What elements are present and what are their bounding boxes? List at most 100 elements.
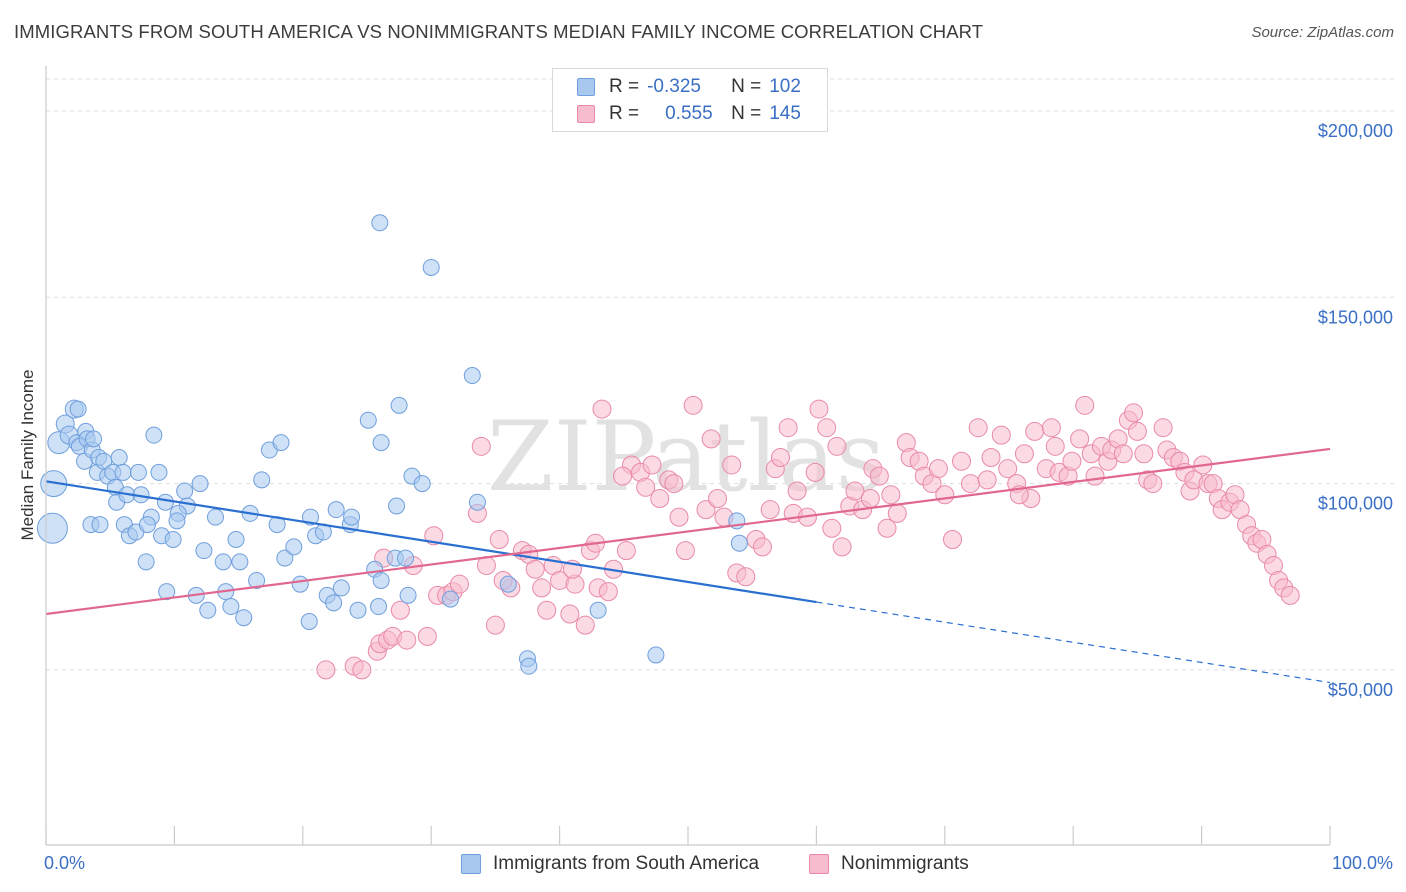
nonimmigrant-point [1085, 466, 1105, 486]
immigrant-point [150, 463, 168, 481]
nonimmigrant-point [770, 448, 790, 467]
immigrant-point [325, 594, 343, 612]
nonimmigrant-point [683, 395, 703, 415]
nonimmigrant-point [1062, 451, 1082, 471]
nonimmigrant-point [752, 537, 772, 557]
nonimmigrant-point [352, 660, 372, 680]
nonimmigrant-point [981, 448, 1001, 467]
legend-row-immigrants: R = -0.325 N = 102 [577, 75, 801, 99]
trend-lines [45, 447, 1331, 684]
bottom-legend-label-nonimmigrants: Nonimmigrants [841, 853, 969, 874]
immigrants-points [36, 214, 748, 675]
nonimmigrants-trend-line [45, 447, 1331, 616]
nonimmigrant-point [669, 507, 689, 527]
nonimmigrant-point [575, 615, 595, 635]
nonimmigrant-point [636, 477, 656, 497]
immigrant-point [195, 542, 213, 560]
nonimmigrant-point [991, 425, 1011, 445]
nonimmigrant-point [592, 399, 612, 419]
nonimmigrant-point [1153, 418, 1173, 438]
immigrant-point [390, 396, 408, 414]
immigrants-trend-line [45, 480, 817, 604]
immigrant-point [253, 471, 271, 489]
nonimmigrant-point [708, 488, 728, 508]
nonimmigrant-point [822, 518, 842, 538]
nonimmigrant-point [616, 541, 636, 561]
immigrant-point [85, 430, 103, 448]
nonimmigrant-point [598, 582, 618, 602]
axes [45, 66, 1331, 846]
immigrant-point [730, 534, 748, 552]
immigrant-point [441, 590, 459, 608]
nonimmigrant-point [1070, 429, 1090, 449]
immigrant-point [499, 575, 517, 593]
immigrant-point [69, 400, 87, 418]
legend-n-value-nonimmigrants: 145 [769, 103, 801, 124]
immigrant-point [129, 463, 147, 481]
immigrant-point [343, 508, 361, 526]
legend-swatch-pink [577, 105, 595, 123]
nonimmigrant-point [701, 429, 721, 449]
chart-title: IMMIGRANTS FROM SOUTH AMERICA VS NONIMMI… [14, 21, 984, 42]
y-tick-label: $100,000 [1318, 494, 1393, 514]
immigrant-point [176, 482, 194, 500]
nonimmigrant-point [525, 559, 545, 579]
legend-row-nonimmigrants: R = 0.555 N = 145 [577, 102, 801, 126]
immigrant-point [413, 475, 431, 493]
immigrant-point [145, 426, 163, 444]
nonimmigrant-point [960, 474, 980, 494]
immigrant-point [371, 214, 389, 232]
immigrant-point [359, 411, 377, 429]
immigrant-point [397, 549, 415, 567]
immigrant-point [399, 586, 417, 604]
nonimmigrant-point [1134, 444, 1154, 464]
nonimmigrant-point [489, 529, 509, 549]
immigrant-point [589, 601, 607, 619]
nonimmigrant-point [397, 630, 417, 650]
immigrant-point [248, 571, 266, 589]
nonimmigrant-point [471, 436, 491, 456]
legend-swatch-blue [577, 78, 595, 96]
nonimmigrant-point [1075, 395, 1095, 415]
nonimmigrant-point [642, 455, 662, 475]
immigrant-point [372, 571, 390, 589]
nonimmigrant-point [390, 600, 410, 620]
immigrant-point [372, 434, 390, 452]
nonimmigrant-point [805, 462, 825, 482]
immigrant-point [164, 530, 182, 548]
nonimmigrant-point [778, 418, 798, 438]
nonimmigrants-points [316, 395, 1300, 680]
immigrant-point [36, 512, 68, 544]
bottom-legend-immigrants: Immigrants from South America [461, 852, 759, 876]
bottom-swatch-pink [809, 854, 829, 874]
nonimmigrant-point [675, 541, 695, 561]
immigrant-point [300, 612, 318, 630]
nonimmigrant-point [760, 500, 780, 520]
immigrant-point [114, 463, 132, 481]
nonimmigrant-point [485, 615, 505, 635]
immigrant-point [272, 434, 290, 452]
nonimmigrant-point [869, 466, 889, 486]
nonimmigrant-point [787, 481, 807, 501]
nonimmigrant-point [832, 537, 852, 557]
nonimmigrant-point [664, 474, 684, 494]
nonimmigrant-point [1113, 444, 1133, 464]
nonimmigrant-point [1045, 436, 1065, 456]
nonimmigrant-point [316, 660, 336, 680]
immigrant-point [231, 553, 249, 571]
nonimmigrant-point [877, 518, 897, 538]
nonimmigrant-point [537, 600, 557, 620]
immigrant-point [235, 609, 253, 627]
nonimmigrant-point [809, 399, 829, 419]
nonimmigrant-point [951, 451, 971, 471]
immigrant-point [156, 493, 174, 511]
nonimmigrant-point [1143, 474, 1163, 494]
immigrant-point [138, 516, 156, 534]
nonimmigrant-point [1014, 444, 1034, 464]
nonimmigrant-point [1124, 403, 1144, 423]
nonimmigrant-point [817, 418, 837, 438]
nonimmigrant-point [881, 485, 901, 505]
legend-r-label: R = [609, 76, 640, 97]
nonimmigrant-point [650, 488, 670, 508]
